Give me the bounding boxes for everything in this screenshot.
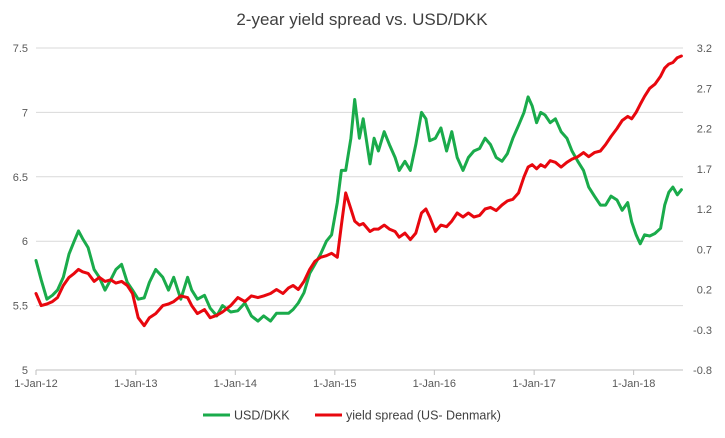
x-tick-label: 1-Jan-14 [214,378,257,390]
legend-label: yield spread (US- Denmark) [346,409,501,423]
gridlines [36,47,683,371]
right-tick-label: 0.2 [697,285,712,297]
x-tick-label: 1-Jan-18 [612,378,655,390]
left-tick-label: 5.5 [13,301,28,313]
chart-title: 2-year yield spread vs. USD/DKK [236,10,488,29]
left-axis: 5 5.5 6 6.5 7 7.5 [13,43,28,377]
x-tick-label: 1-Jan-17 [512,378,555,390]
right-tick-label: -0.3 [693,325,712,337]
legend-label: USD/DKK [234,409,290,423]
right-tick-label: 1.7 [697,164,712,176]
series-lines [34,54,683,328]
right-tick-label: 1.2 [697,204,712,216]
left-tick-label: 7 [22,107,28,119]
x-tick-label: 1-Jan-12 [14,378,57,390]
left-tick-label: 6.5 [13,172,28,184]
left-tick-label: 5 [22,365,28,377]
right-tick-label: 2.2 [697,124,712,136]
left-tick-label: 6 [22,236,28,248]
right-tick-label: 2.7 [697,83,712,95]
x-axis: 1-Jan-12 1-Jan-13 1-Jan-14 1-Jan-15 1-Jan-16… [14,369,683,390]
x-tick-label: 1-Jan-13 [114,378,157,390]
right-tick-label: 0.7 [697,244,712,256]
legend: USD/DKK yield spread (US- Denmark) [203,409,501,423]
x-tick-label: 1-Jan-15 [313,378,356,390]
right-tick-label: -0.8 [693,365,712,377]
series-line [34,54,683,328]
left-tick-label: 7.5 [13,43,28,55]
right-axis: -0.8 -0.3 0.2 0.7 1.2 1.7 2.2 2.7 3.2 [693,43,712,377]
series-line [34,95,683,323]
right-tick-label: 3.2 [697,43,712,55]
x-tick-label: 1-Jan-16 [413,378,456,390]
